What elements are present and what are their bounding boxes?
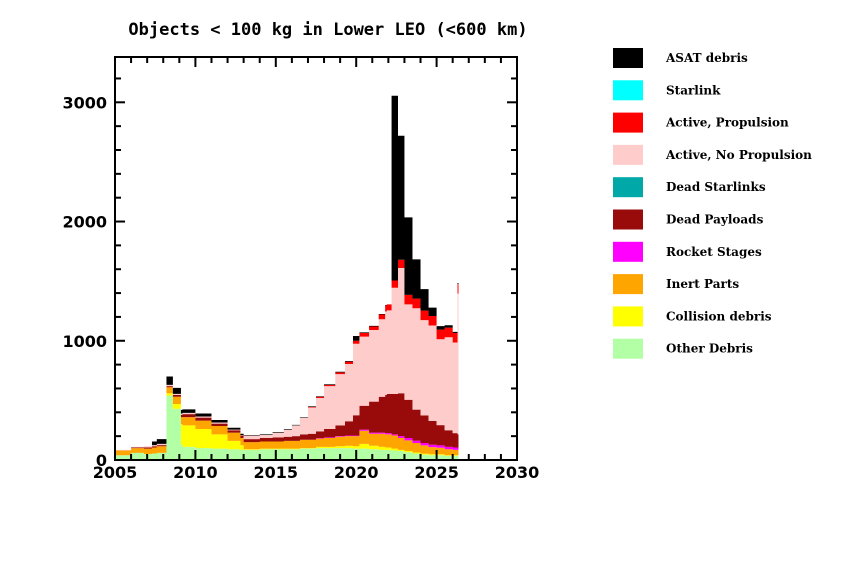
area-active-no-propulsion [115, 268, 459, 451]
stacked-areas [115, 95, 459, 460]
legend-label-asat-debris: ASAT debris [665, 51, 748, 65]
legend: ASAT debris Starlink Active, Propulsion Act… [613, 48, 812, 359]
area-rocket-stages [115, 387, 459, 451]
legend-swatch-inert-parts [613, 274, 643, 295]
chart-title: Objects < 100 kg in Lower LEO (<600 km) [128, 20, 527, 40]
legend-swatch-dead-starlinks [613, 177, 643, 198]
legend-swatch-other-debris [613, 338, 643, 359]
area-dead-payloads [115, 386, 459, 451]
legend-label-collision-debris: Collision debris [666, 309, 772, 323]
x-tick-label: 2020 [334, 463, 379, 482]
x-tick-label: 2005 [93, 463, 138, 482]
legend-swatch-dead-payloads [613, 209, 643, 230]
legend-label-other-debris: Other Debris [666, 342, 753, 356]
legend-label-dead-starlinks: Dead Starlinks [666, 180, 766, 194]
axes: 2005 2010 2015 2020 2025 2030 0 1000 2000 3000 [62, 56, 540, 482]
legend-label-inert-parts: Inert Parts [666, 277, 739, 291]
legend-label-rocket-stages: Rocket Stages [666, 245, 762, 259]
legend-swatch-rocket-stages [613, 241, 643, 262]
legend-label-active-no-propulsion: Active, No Propulsion [665, 148, 812, 162]
legend-label-starlink: Starlink [666, 83, 721, 97]
legend-swatch-asat-debris [613, 48, 643, 68]
legend-label-active-propulsion: Active, Propulsion [665, 116, 789, 130]
y-tick-label: 3000 [62, 93, 107, 112]
legend-label-dead-payloads: Dead Payloads [666, 213, 764, 227]
y-tick-label: 1000 [62, 332, 107, 351]
area-collision-debris [115, 393, 459, 456]
legend-swatch-starlink [613, 80, 643, 101]
x-tick-label: 2025 [414, 463, 459, 482]
x-tick-label: 2010 [173, 463, 218, 482]
legend-swatch-active-no-propulsion [613, 144, 643, 165]
y-tick-label: 0 [96, 451, 107, 470]
x-tick-label: 2015 [254, 463, 299, 482]
area-inert-parts [115, 387, 459, 456]
x-tick-label: 2030 [495, 463, 540, 482]
y-tick-label: 2000 [62, 213, 107, 232]
legend-swatch-collision-debris [613, 306, 643, 327]
plot-frame [114, 56, 518, 461]
legend-swatch-active-propulsion [613, 112, 643, 133]
